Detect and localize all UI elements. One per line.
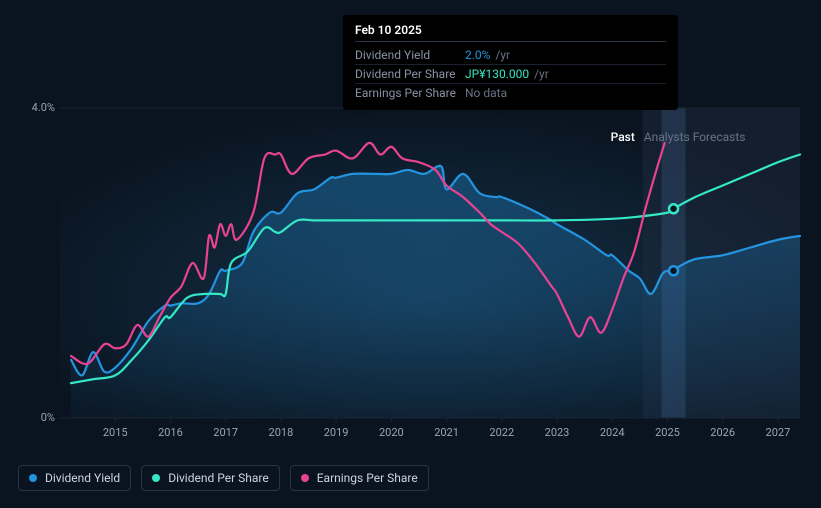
forecasts-label: Analysts Forecasts [644,130,746,144]
legend-label: Dividend Per Share [168,471,269,485]
tooltip-row-value: JP¥130.000 /yr [465,67,666,81]
y-tick-label: 0% [20,411,55,424]
tooltip-row: Earnings Per ShareNo data [355,84,666,102]
x-tick-label: 2024 [600,426,625,439]
x-tick-label: 2018 [269,426,294,439]
legend-dot-icon [29,474,37,482]
legend-row: Dividend Yield Dividend Per Share Earnings… [18,465,429,491]
y-tick-label: 4.0% [20,101,55,114]
legend-label: Dividend Yield [45,471,120,485]
x-tick-label: 2020 [379,426,404,439]
tooltip-row: Dividend Per ShareJP¥130.000 /yr [355,65,666,84]
tooltip-row-label: Dividend Yield [355,48,465,62]
tooltip-row: Dividend Yield2.0% /yr [355,46,666,65]
tooltip-row-value: No data [465,86,666,100]
x-tick-label: 2017 [213,426,238,439]
legend-item[interactable]: Dividend Yield [18,465,131,491]
forecast-label-group: Past Analysts Forecasts [611,130,746,144]
legend-item[interactable]: Earnings Per Share [290,465,429,491]
tooltip-row-label: Earnings Per Share [355,86,465,100]
x-tick-label: 2027 [766,426,791,439]
x-tick-label: 2021 [434,426,459,439]
chart-tooltip: Feb 10 2025 Dividend Yield2.0% /yrDivide… [343,15,678,110]
tooltip-row-label: Dividend Per Share [355,67,465,81]
legend-label: Earnings Per Share [317,471,418,485]
x-tick-label: 2023 [545,426,570,439]
x-tick-label: 2025 [655,426,680,439]
legend-item[interactable]: Dividend Per Share [141,465,280,491]
x-tick-label: 2015 [103,426,128,439]
x-tick-label: 2019 [324,426,349,439]
legend-dot-icon [152,474,160,482]
x-tick-label: 2026 [710,426,735,439]
tooltip-date: Feb 10 2025 [355,23,666,42]
past-label: Past [611,130,635,144]
legend-dot-icon [301,474,309,482]
x-tick-label: 2022 [489,426,514,439]
x-tick-label: 2016 [158,426,183,439]
tooltip-row-value: 2.0% /yr [465,48,666,62]
